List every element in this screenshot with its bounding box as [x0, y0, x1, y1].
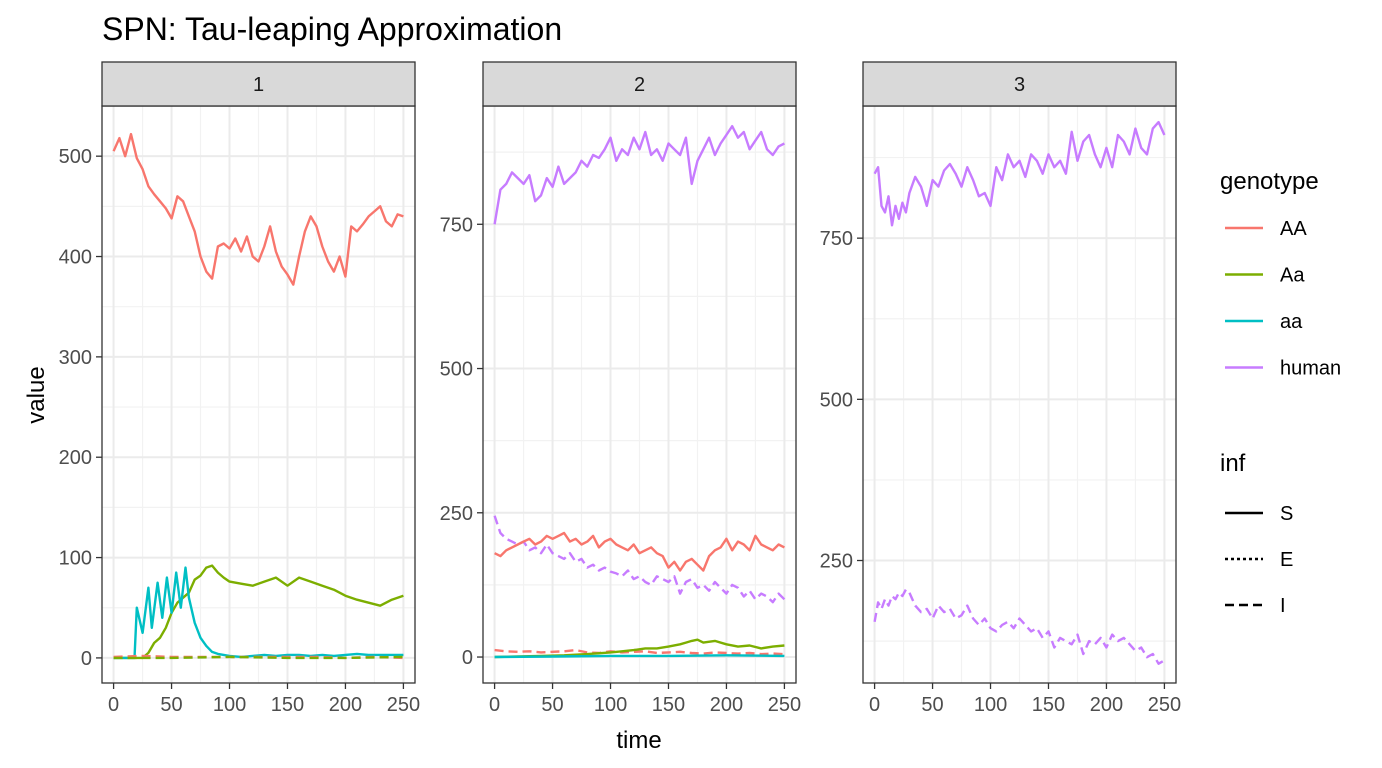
x-tick-label: 150 [652, 694, 685, 716]
x-tick-label: 0 [489, 694, 500, 716]
facet-panel-2: 2 0 50 100 150 200 250 0 250 500 750 [440, 61, 801, 716]
facet-strip [482, 61, 797, 107]
series-line-Aa-S [113, 564, 404, 660]
x-tick-label: 0 [108, 694, 119, 716]
x-tick-label: 150 [1032, 694, 1065, 716]
y-tick-label: 200 [59, 447, 92, 469]
y-axis-title: value [23, 366, 50, 423]
facet-strip [101, 61, 416, 107]
legend-label-E: E [1280, 549, 1293, 571]
x-tick-label: 100 [974, 694, 1007, 716]
y-tick-label: 400 [59, 247, 92, 269]
legend-label-Aa: Aa [1280, 265, 1305, 287]
x-tick-label: 50 [160, 694, 182, 716]
series-line-AA-S [494, 531, 785, 572]
y-tick-label: 100 [59, 548, 92, 570]
series-line-aa-S [494, 654, 785, 659]
x-tick-label: 250 [768, 694, 801, 716]
x-tick-label: 200 [1090, 694, 1123, 716]
series-line-human-I [493, 515, 786, 604]
x-tick-label: 200 [329, 694, 362, 716]
facet-strip [862, 61, 1177, 107]
legend: genotype AA Aa aa human inf S E I [1220, 168, 1341, 617]
y-tick-label: 500 [820, 389, 853, 411]
y-tick-label: 250 [440, 503, 473, 525]
facet-panel-1: 1 0 50 100 150 200 250 0 100 200 300 400 500 [59, 61, 420, 716]
y-tick-label: 250 [820, 551, 853, 573]
legend-label-S: S [1280, 503, 1293, 525]
series-line-human-S [493, 124, 785, 225]
x-tick-label: 50 [541, 694, 563, 716]
y-tick-label: 500 [59, 146, 92, 168]
x-tick-label: 150 [271, 694, 304, 716]
legend-title-genotype: genotype [1220, 168, 1319, 195]
x-tick-label: 250 [1148, 694, 1181, 716]
series-line-human-I [873, 588, 1165, 665]
legend-label-aa: aa [1280, 311, 1303, 333]
series-line-Aa-I [113, 655, 404, 660]
chart-title: SPN: Tau-leaping Approximation [102, 11, 562, 47]
series-line-aa-S [113, 566, 404, 660]
legend-label-I: I [1280, 595, 1286, 617]
x-tick-label: 100 [213, 694, 246, 716]
series-line-human-S [873, 120, 1166, 227]
x-tick-label: 50 [921, 694, 943, 716]
x-tick-label: 100 [594, 694, 627, 716]
facet-panel-3: 3 0 50 100 150 200 250 250 500 750 [820, 61, 1181, 716]
x-tick-label: 0 [869, 694, 880, 716]
facet-strip-label: 3 [1014, 74, 1025, 96]
series-group [873, 120, 1166, 665]
legend-label-human: human [1280, 358, 1341, 380]
x-tick-label: 200 [710, 694, 743, 716]
y-tick-label: 750 [820, 228, 853, 250]
facet-strip-label: 2 [634, 74, 645, 96]
series-line-AA-S [112, 132, 404, 286]
series-group [112, 132, 404, 660]
legend-title-inf: inf [1220, 450, 1246, 477]
series-line-AA-I [494, 648, 785, 656]
y-tick-label: 500 [440, 359, 473, 381]
y-tick-label: 750 [440, 214, 473, 236]
series-group [493, 124, 786, 659]
x-tick-label: 250 [387, 694, 420, 716]
facet-strip-label: 1 [253, 74, 264, 96]
y-tick-label: 300 [59, 347, 92, 369]
legend-label-AA: AA [1280, 218, 1307, 240]
x-axis-title: time [616, 727, 661, 754]
y-tick-label: 0 [81, 648, 92, 670]
y-tick-label: 0 [462, 647, 473, 669]
series-line-Aa-S [494, 638, 785, 659]
